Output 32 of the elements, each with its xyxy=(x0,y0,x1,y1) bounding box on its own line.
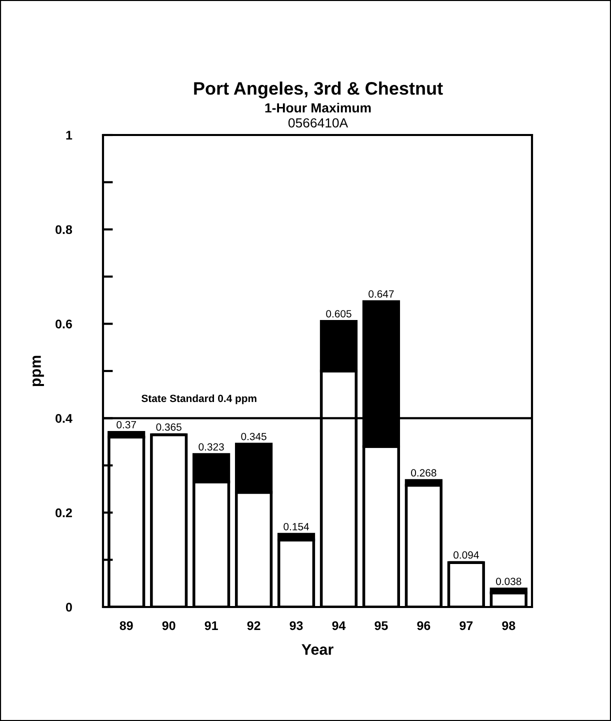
x-tick-label: 92 xyxy=(247,621,260,630)
y-axis-title: ppm xyxy=(32,356,44,386)
total-label: 0.094 xyxy=(454,551,479,559)
total-label: 0.268 xyxy=(411,469,436,477)
y-tick-label: 0 xyxy=(66,602,72,612)
x-tick-label: 98 xyxy=(502,621,516,630)
x-tick-label: 93 xyxy=(290,621,303,630)
y-tick-label: 0.8 xyxy=(56,225,72,234)
y-tick-label: 0.4 xyxy=(56,414,72,423)
x-tick-label: 91 xyxy=(204,621,218,630)
y-tick-label: 1 xyxy=(66,130,72,140)
x-tick-label: 97 xyxy=(460,621,473,630)
x-axis-title: Year xyxy=(302,644,334,655)
total-label: 0.323 xyxy=(198,443,224,451)
y-tick-label: 0.2 xyxy=(56,508,72,518)
x-tick-label: 95 xyxy=(374,621,388,630)
total-label: 0.37 xyxy=(116,421,136,428)
total-label: 0.365 xyxy=(156,423,182,431)
total-label: 0.345 xyxy=(241,432,266,440)
chart-subtitle: 1-Hour Maximum xyxy=(265,102,371,113)
total-label: 0.038 xyxy=(496,578,522,586)
text: 0566410A xyxy=(288,118,348,128)
total-label: 0.605 xyxy=(326,310,352,318)
chart-title: Port Angeles, 3rd & Chestnut xyxy=(194,82,443,98)
y-tick-label: 0.6 xyxy=(56,320,72,328)
x-tick-label: 94 xyxy=(332,621,346,630)
total-label: 0.154 xyxy=(284,522,309,530)
x-tick-label: 89 xyxy=(120,621,133,630)
ref-line-label: State Standard 0.4 ppm xyxy=(142,394,256,404)
x-tick-label: 90 xyxy=(162,621,176,630)
total-label: 0.647 xyxy=(368,290,394,298)
x-tick-label: 96 xyxy=(417,621,430,630)
